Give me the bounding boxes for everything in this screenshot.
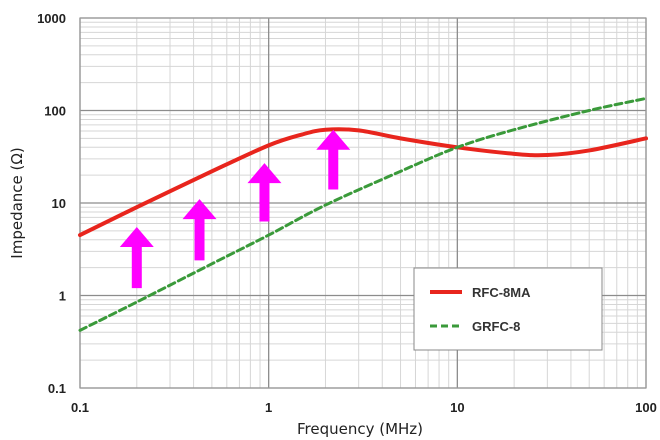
legend-label-grfc-8: GRFC-8 [472, 319, 520, 334]
y-tick-label: 1000 [37, 11, 66, 26]
y-axis-title: Impedance (Ω) [8, 147, 26, 258]
plot-frame [79, 17, 647, 389]
y-tick-labels: 0.1 1 10 100 1000 [37, 11, 66, 396]
up-arrow-annotation [119, 227, 154, 289]
legend: RFC-8MA GRFC-8 [413, 267, 603, 351]
annotation-layer [119, 129, 351, 289]
x-tick-label: 1 [265, 400, 272, 415]
y-tick-label: 10 [52, 196, 66, 211]
up-arrow-annotation [247, 163, 282, 222]
y-tick-label: 1 [59, 289, 66, 304]
series-layer [78, 96, 648, 332]
x-tick-label: 10 [450, 400, 464, 415]
x-axis-title: Frequency (MHz) [297, 420, 423, 438]
series-line-grfc-8 [78, 96, 648, 332]
legend-label-rfc-8ma: RFC-8MA [472, 285, 531, 300]
x-tick-label: 0.1 [71, 400, 89, 415]
x-tick-labels: 0.1 1 10 100 [71, 400, 657, 415]
up-arrow-annotation [182, 199, 217, 261]
series-line-rfc-8ma [78, 127, 648, 238]
x-tick-label: 100 [635, 400, 657, 415]
y-tick-label: 100 [44, 104, 66, 119]
up-arrow-annotation [316, 129, 351, 190]
y-tick-label: 0.1 [48, 381, 66, 396]
legend-box [413, 267, 603, 351]
